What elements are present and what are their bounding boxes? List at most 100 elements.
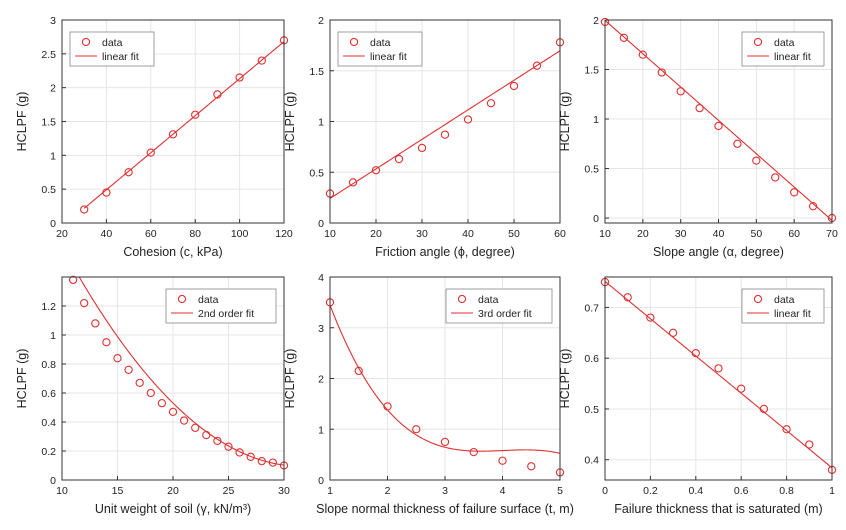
data-point xyxy=(257,456,266,466)
axes-frame xyxy=(329,19,561,224)
data-point xyxy=(782,425,791,434)
y-tick-label: 1 xyxy=(318,424,324,436)
data-point xyxy=(371,166,381,175)
plot-data xyxy=(330,50,560,199)
data-point xyxy=(354,366,363,376)
fit-line xyxy=(330,304,560,454)
x-tick-label: 4 xyxy=(500,485,506,497)
data-point xyxy=(498,456,507,465)
data-point xyxy=(135,378,144,387)
data-point xyxy=(91,319,100,328)
x-tick-label: 5 xyxy=(557,485,563,497)
data-point xyxy=(619,33,629,42)
x-axis-label: Friction angle (ϕ, degree) xyxy=(375,245,515,259)
data-point xyxy=(695,103,704,113)
x-tick-label: 20 xyxy=(637,228,649,240)
x-tick-label: 50 xyxy=(508,228,520,240)
legend: data linear fit xyxy=(741,31,825,67)
data-point xyxy=(646,313,655,322)
fit-line xyxy=(330,50,560,199)
y-tick-label: 1.5 xyxy=(584,65,599,77)
axes-frame xyxy=(61,19,285,224)
y-tick-label: 0.7 xyxy=(584,302,599,314)
legend: data linear fit xyxy=(741,288,825,324)
legend-label: linear fit xyxy=(102,51,139,63)
data-point xyxy=(469,447,478,457)
plot-data xyxy=(83,41,284,209)
x-axis-label: Unit weight of soil (γ, kN/m³) xyxy=(95,502,251,516)
y-tick-label: 1.5 xyxy=(309,66,324,78)
x-tick-label: 20 xyxy=(370,228,382,240)
data-point xyxy=(714,364,723,373)
data-point xyxy=(235,73,244,82)
x-axis-label: Slope angle (α, degree) xyxy=(653,245,784,259)
legend-marker xyxy=(753,294,763,304)
data-point xyxy=(440,130,450,139)
x-tick-label: 30 xyxy=(416,228,428,240)
x-axis-label: Slope normal thickness of failure surfac… xyxy=(316,502,574,516)
y-tick-label: 0 xyxy=(318,475,324,487)
chart-panel-2: 10 20 30 40 50 60 0 0.5 1 1.5 2 Friction angle (ϕ, … xyxy=(283,15,566,259)
x-tick-label: 30 xyxy=(278,485,290,497)
y-tick-label: 1 xyxy=(593,114,599,126)
axes-frame xyxy=(329,276,561,481)
x-axis-label: Cohesion (c, kPa) xyxy=(123,245,222,259)
data-point xyxy=(486,99,496,108)
data-point xyxy=(417,143,427,153)
data-point xyxy=(168,407,178,416)
data-point xyxy=(412,425,421,434)
legend-label: data xyxy=(102,37,123,49)
data-point xyxy=(235,448,244,457)
x-tick-label: 0.6 xyxy=(734,485,749,497)
legend: data linear fit xyxy=(337,31,423,67)
legend-label: data xyxy=(198,294,219,306)
y-tick-label: 0.5 xyxy=(309,167,324,179)
y-tick-label: 0.4 xyxy=(584,455,599,467)
chart-panel-1: 20 40 60 80 100 120 0 0.5 1 1.5 2 2.5 3 Cohesion (c, … xyxy=(15,15,293,259)
x-tick-label: 80 xyxy=(189,228,201,240)
chart-panel-6: 0 0.2 0.4 0.6 0.8 1 0.4 0.5 0.6 0.7 Failure thickn… xyxy=(558,276,837,516)
y-tick-label: 2 xyxy=(318,15,324,27)
y-axis-label: HCLPF (g) xyxy=(15,349,29,409)
y-tick-label: 3 xyxy=(318,323,324,335)
axes-frame xyxy=(604,19,833,224)
data-point xyxy=(805,440,814,449)
y-tick-label: 4 xyxy=(318,272,324,284)
legend-marker xyxy=(753,37,763,47)
fit-line xyxy=(83,41,284,209)
legend-label: linear fit xyxy=(774,308,811,320)
x-tick-label: 20 xyxy=(56,228,68,240)
y-axis-label: HCLPF (g) xyxy=(283,92,297,152)
data-point xyxy=(440,437,450,447)
data-point xyxy=(657,68,666,77)
legend-label: data xyxy=(774,294,795,306)
x-tick-label: 0.2 xyxy=(643,485,658,497)
x-tick-label: 10 xyxy=(324,228,336,240)
legend-box xyxy=(741,288,825,324)
chart-panel-4: 10 15 20 25 30 0 0.2 0.4 0.6 0.8 1 1.2 Unit weight o… xyxy=(15,275,290,516)
data-point xyxy=(383,402,392,411)
data-point xyxy=(68,275,78,285)
y-tick-label: 2.5 xyxy=(41,49,56,61)
legend-marker xyxy=(457,294,467,304)
fit-line xyxy=(605,280,832,469)
y-tick-label: 1 xyxy=(50,150,56,162)
y-tick-label: 0.5 xyxy=(584,404,599,416)
data-point xyxy=(691,348,700,358)
data-point xyxy=(113,354,122,363)
data-point xyxy=(102,188,111,197)
legend-label: 2nd order fit xyxy=(198,308,254,320)
data-point xyxy=(268,458,278,467)
legend-label: data xyxy=(774,37,795,49)
legend-label: linear fit xyxy=(370,51,407,63)
data-point xyxy=(124,168,133,177)
y-tick-label: 1 xyxy=(50,330,56,342)
plot-data xyxy=(605,20,832,221)
chart-panel-3: 10 20 30 40 50 60 70 0 0.5 1 1.5 2 Slope angle (α, d… xyxy=(558,15,838,259)
data-point xyxy=(257,56,266,65)
data-point xyxy=(202,430,211,440)
data-point xyxy=(168,130,178,139)
x-tick-label: 60 xyxy=(145,228,157,240)
legend-label: 3rd order fit xyxy=(478,308,532,320)
